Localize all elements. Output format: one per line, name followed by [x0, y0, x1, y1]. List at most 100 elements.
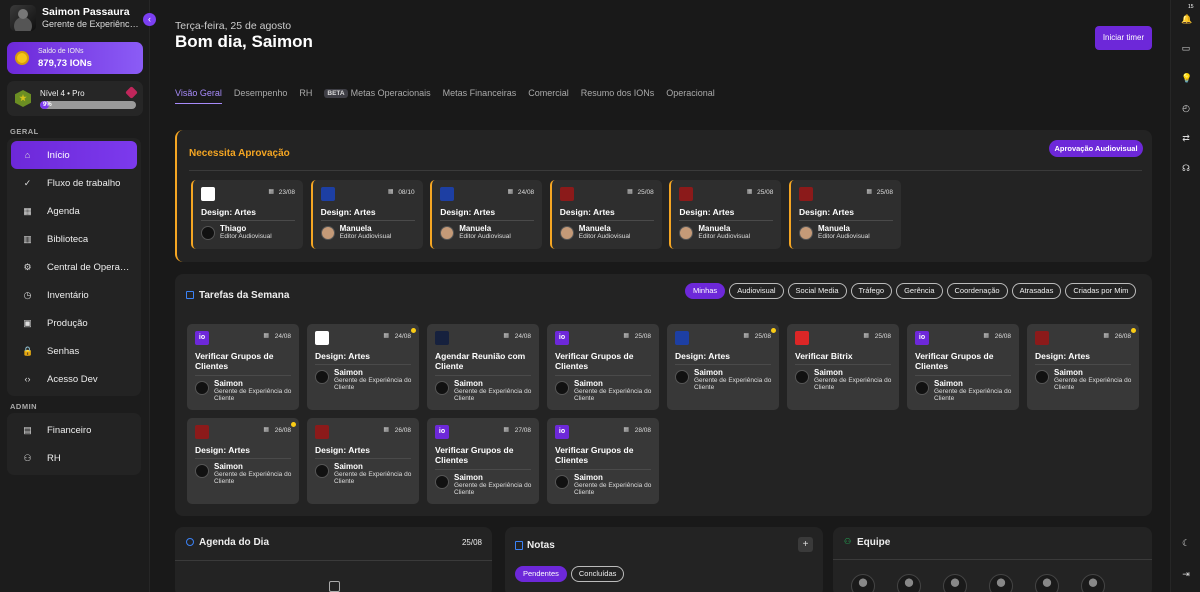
transfer-icon[interactable]: ⇄	[1182, 133, 1190, 143]
notes-tab-pendentes[interactable]: Pendentes	[515, 566, 567, 582]
filter-coordena-o[interactable]: Coordenação	[946, 283, 1008, 299]
level-card[interactable]: Nível 4 • Pro 9%	[7, 81, 143, 116]
team-member-avatar[interactable]	[989, 574, 1013, 592]
sidebar-collapse-button[interactable]: ‹	[143, 13, 156, 26]
client-logo-icon	[315, 425, 329, 439]
sidebar: Saimon Passaura Gerente de Experiência d…	[0, 0, 150, 592]
sidebar-item-acesso-dev[interactable]: ‹› Acesso Dev	[11, 365, 137, 393]
card-date: 25/08	[637, 189, 654, 196]
sidebar-item-rh[interactable]: ⚇ RH	[11, 444, 137, 472]
tab-comercial[interactable]: Comercial	[528, 86, 569, 100]
filter-audiovisual[interactable]: Audiovisual	[729, 283, 784, 299]
tab-metas-financeiras[interactable]: Metas Financeiras	[443, 86, 517, 100]
lightbulb-icon[interactable]: 💡	[1181, 73, 1193, 83]
sidebar-item-in-cio[interactable]: ⌂ Início	[11, 141, 137, 169]
team-member-avatar[interactable]	[1081, 574, 1105, 592]
approval-card[interactable]: 25/08 ▦ Design: Artes Manuela Editor Audiov…	[549, 180, 662, 249]
audiovisual-approval-button[interactable]: Aprovação Audiovisual	[1049, 140, 1143, 157]
sidebar-item-fluxo-de-trabalho[interactable]: ✓ Fluxo de trabalho	[11, 169, 137, 197]
nav-group-admin: ▤ Financeiro ⚇ RH	[7, 413, 141, 475]
home-icon: ⌂	[24, 149, 31, 160]
team-member-avatar[interactable]	[1035, 574, 1059, 592]
card-date: 27/08	[514, 427, 531, 434]
sidebar-item-central-de-opera-es[interactable]: ⚙ Central de Operações	[11, 253, 137, 281]
filter-minhas[interactable]: Minhas	[685, 283, 726, 299]
approval-card[interactable]: 25/08 ▦ Design: Artes Manuela Editor Audiov…	[789, 180, 901, 249]
tab-operacional[interactable]: Operacional	[666, 86, 715, 100]
card-date: 24/08	[517, 189, 535, 196]
card-divider	[201, 220, 295, 221]
person-avatar	[675, 370, 689, 384]
sidebar-item-label: Financeiro	[47, 424, 92, 436]
tab-rh[interactable]: RH	[299, 86, 312, 100]
card-divider	[435, 469, 531, 470]
task-card[interactable]: 26/08 ▦ Design: Artes Saimon Gerente de Exp…	[1027, 324, 1139, 410]
divider	[189, 170, 1142, 171]
task-card[interactable]: io 28/08 ▦ Verificar Grupos de Clientes Sai…	[547, 418, 659, 504]
approval-card[interactable]: 25/08 ▦ Design: Artes Manuela Editor Audiov…	[669, 180, 782, 249]
sidebar-item-label: RH	[47, 452, 61, 464]
tab-vis-o-geral[interactable]: Visão Geral	[175, 86, 222, 104]
pending-dot	[771, 328, 776, 333]
approval-card[interactable]: 08/10 ▦ Design: Artes Manuela Editor Audiov…	[310, 180, 423, 249]
task-card[interactable]: 25/08 ▦ Design: Artes Saimon Gerente de Exp…	[667, 324, 779, 410]
tasks-calendar-icon	[186, 291, 194, 299]
user-profile[interactable]: Saimon Passaura Gerente de Experiência d…	[8, 5, 148, 33]
task-card[interactable]: 26/08 ▦ Design: Artes Saimon Gerente de Exp…	[307, 418, 419, 504]
filter-atrasadas[interactable]: Atrasadas	[1011, 283, 1062, 299]
nav-group-geral: ⌂ Início ✓ Fluxo de trabalho ▦ Agenda ▥ Bibliot…	[7, 138, 141, 396]
task-card[interactable]: 26/08 ▦ Design: Artes Saimon Gerente de Exp…	[187, 418, 299, 504]
logout-icon[interactable]: ⇥	[1182, 569, 1190, 579]
client-logo-icon	[679, 187, 694, 201]
tab-desempenho[interactable]: Desempenho	[234, 86, 288, 100]
start-timer-button[interactable]: Iniciar timer	[1095, 26, 1152, 50]
task-card[interactable]: 24/08 ▦ Design: Artes Saimon Gerente de Exp…	[307, 324, 419, 410]
card-title: Verificar Grupos de Clientes	[195, 351, 274, 371]
filter-tr-fego[interactable]: Tráfego	[850, 283, 893, 299]
task-card[interactable]: 24/08 ▦ Agendar Reunião com Cliente Saimon…	[427, 324, 539, 410]
notes-tab-conclu-das[interactable]: Concluídas	[570, 566, 625, 582]
task-card[interactable]: io 24/08 ▦ Verificar Grupos de Clientes Sai…	[187, 324, 299, 410]
user-avatar	[10, 5, 36, 31]
sidebar-item-invent-rio[interactable]: ◷ Inventário	[11, 281, 137, 309]
sidebar-item-senhas[interactable]: 🔒 Senhas	[11, 337, 137, 365]
task-card[interactable]: io 27/08 ▦ Verificar Grupos de Clientes Sai…	[427, 418, 539, 504]
task-card[interactable]: io 26/08 ▦ Verificar Grupos de Clientes Sai…	[907, 324, 1019, 410]
person-name: Saimon	[1054, 368, 1083, 377]
approval-panel: Necessita Aprovação Aprovação Audiovisua…	[175, 130, 1152, 262]
timer-icon[interactable]: ◴	[1182, 103, 1190, 113]
person-avatar	[440, 226, 455, 240]
inbox-icon[interactable]: ▭	[1181, 43, 1191, 53]
approval-card[interactable]: 24/08 ▦ Design: Artes Manuela Editor Audiov…	[430, 180, 543, 249]
add-note-button[interactable]: +	[798, 537, 813, 552]
task-card[interactable]: 25/08 ▦ Verificar Bitrix Saimon Gerente de …	[787, 324, 899, 410]
tab-metas-operacionais[interactable]: BETA Metas Operacionais	[324, 86, 431, 100]
headset-icon[interactable]: ☊	[1182, 163, 1190, 173]
task-card[interactable]: io 25/08 ▦ Verificar Grupos de Clientes Sai…	[547, 324, 659, 410]
team-member-avatar[interactable]	[851, 574, 875, 592]
tab-resumo-dos-ions[interactable]: Resumo dos IONs	[581, 86, 655, 100]
team-member-avatar[interactable]	[897, 574, 921, 592]
filter-social-media[interactable]: Social Media	[787, 283, 847, 299]
calendar-small-icon: ▦	[746, 189, 753, 195]
filter-criadas-por-mim[interactable]: Criadas por Mim	[1065, 283, 1137, 299]
ions-balance-card[interactable]: Saldo de IONs 879,73 IONs	[7, 42, 143, 74]
finance-icon: ▤	[23, 424, 32, 435]
sidebar-item-produ-o[interactable]: ▣ Produção	[11, 309, 137, 337]
team-member-avatar[interactable]	[943, 574, 967, 592]
approval-card[interactable]: 23/08 ▦ Design: Artes Thiago Editor Audiovi…	[191, 180, 303, 249]
card-date: 24/08	[514, 333, 531, 340]
client-logo-icon	[799, 187, 813, 201]
sidebar-item-biblioteca[interactable]: ▥ Biblioteca	[11, 225, 137, 253]
person-role: Gerente de Experiência do Cliente	[454, 482, 532, 496]
card-title: Verificar Bitrix	[795, 351, 853, 361]
card-divider	[435, 375, 531, 376]
sidebar-item-agenda[interactable]: ▦ Agenda	[11, 197, 137, 225]
moon-icon[interactable]: ☾	[1181, 538, 1191, 548]
sidebar-item-label: Fluxo de trabalho	[47, 177, 121, 189]
person-name: Saimon	[694, 368, 723, 377]
notifications-icon[interactable]: 🔔	[1181, 14, 1193, 24]
calendar-small-icon: ▦	[627, 189, 633, 195]
sidebar-item-financeiro[interactable]: ▤ Financeiro	[11, 416, 137, 444]
filter-ger-ncia[interactable]: Gerência	[896, 283, 943, 299]
